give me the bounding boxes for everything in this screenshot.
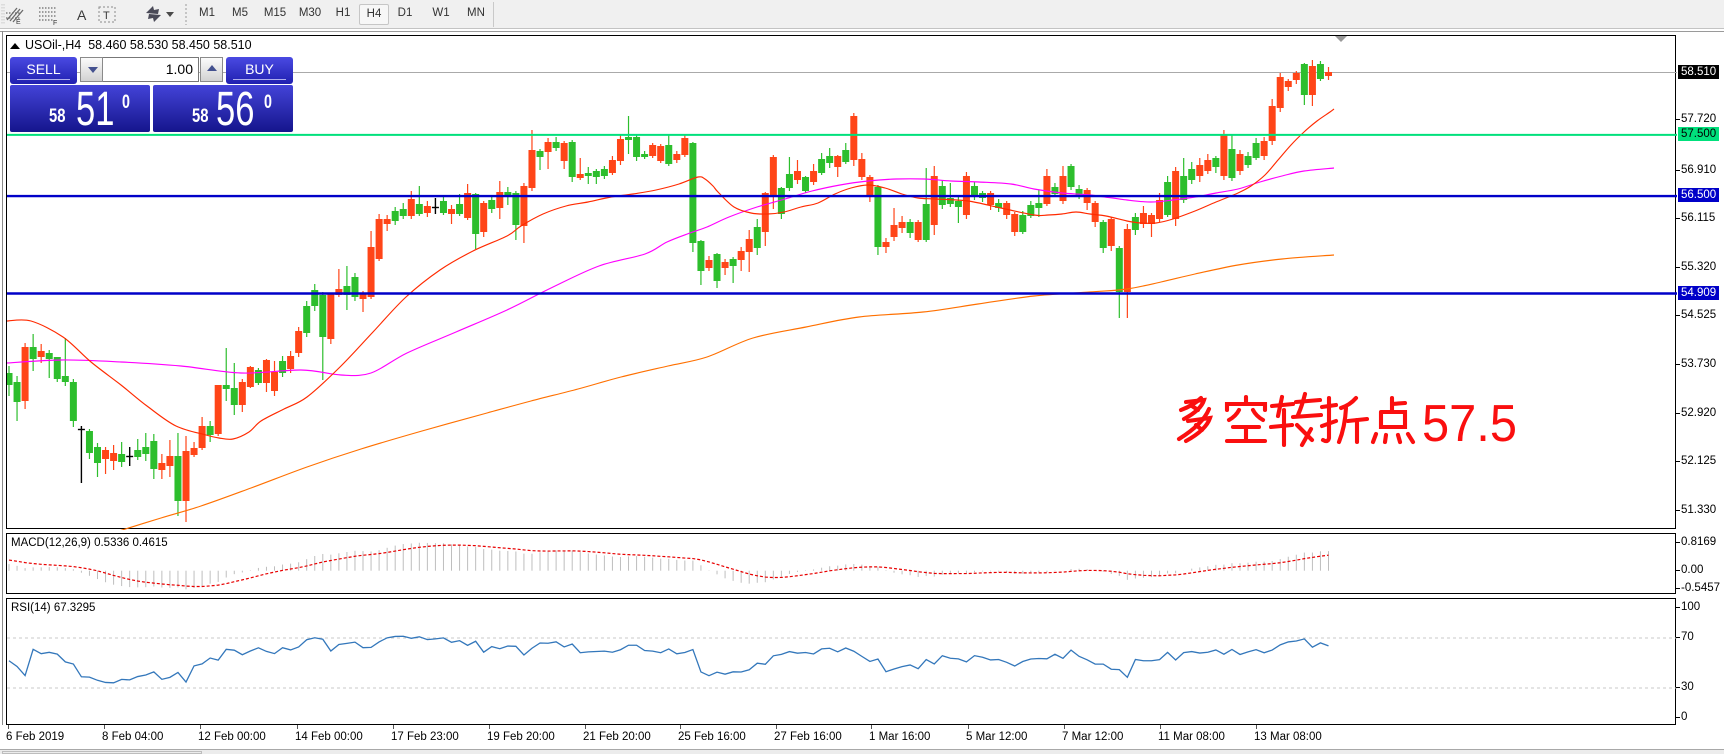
svg-text:A: A (77, 7, 87, 23)
svg-text:57.5: 57.5 (1422, 395, 1517, 453)
svg-text:T: T (103, 10, 110, 22)
svg-text:E: E (16, 19, 21, 26)
svg-text:F: F (53, 20, 57, 27)
